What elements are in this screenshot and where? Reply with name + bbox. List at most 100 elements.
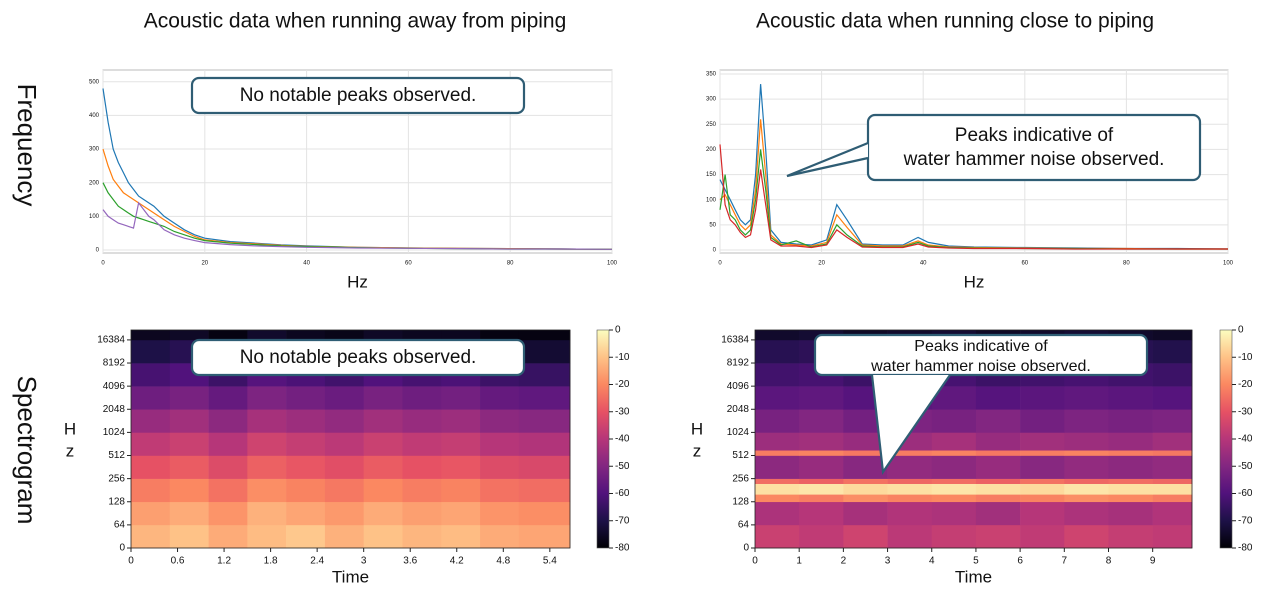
x-tick-label: 20 [818,261,825,267]
heat-cell [975,524,1021,549]
colorbar-tick-label: -20 [1238,379,1253,390]
colorbar-tick-label: -10 [615,352,630,363]
heat-cell [169,432,209,456]
heat-cell [887,450,933,456]
heat-cell [208,432,248,456]
y-tick-label: 16384 [721,335,749,346]
heat-cell [1020,455,1065,479]
heat-cell [208,386,248,410]
heat-cell [931,409,977,433]
heat-cell [441,455,481,479]
heat-cell [799,483,844,495]
heat-cell [402,409,442,433]
y-tick-label: 200 [89,180,100,186]
heat-cell [975,409,1021,433]
heat-cell [324,478,364,503]
y-tick-label: 128 [108,496,125,507]
heat-cell [286,409,326,433]
heat-cell [363,330,403,341]
heat-cell [843,478,888,484]
heat-cell [402,386,442,410]
y-tick-label: 4096 [103,381,126,392]
callout-box [813,333,1149,377]
heat-cell [518,524,571,549]
heat-cell [247,478,287,503]
heat-cell [975,494,1021,503]
y-tick-label: 1024 [103,427,126,438]
x-tick-label: 1.8 [264,556,278,567]
heat-cell [208,478,248,503]
heat-cell [480,409,520,433]
heat-cell [402,455,442,479]
heat-cell [755,494,800,503]
x-tick-label: 7 [1062,556,1068,567]
colorbar-tick-label: -80 [615,543,630,554]
x-tick-label: 3 [885,556,891,567]
heat-cell [1108,409,1153,433]
y-tick-label: 512 [732,450,749,461]
heat-cell [402,478,442,503]
heat-cell [131,363,171,387]
heat-cell [1020,450,1065,456]
y-tick-label: 512 [108,450,125,461]
colorbar-tick-label: -20 [615,379,630,390]
x-tick-label: 4.8 [496,556,510,567]
heat-cell [1020,524,1065,549]
heat-cell [131,330,171,341]
y-tick-label: 300 [89,147,100,153]
heat-cell [1108,432,1153,451]
heat-cell [518,455,571,479]
heat-cell [799,524,844,549]
heat-cell [247,386,287,410]
y-tick-label: 100 [706,197,717,203]
heat-cell [1108,494,1153,503]
heat-cell [1152,330,1193,341]
heat-cell [975,432,1021,451]
x-tick-label: 80 [1123,261,1130,267]
y-tick-label: 64 [738,520,750,531]
heat-cell [324,432,364,456]
heat-cell [755,363,800,387]
heat-cell [1064,432,1109,451]
x-tick-label: 60 [405,261,412,267]
heat-cell [1152,363,1193,387]
heat-cell [843,494,888,503]
colorbar-tick-label: -70 [615,515,630,526]
heat-cell [755,432,800,451]
x-tick-label: 3 [361,556,367,567]
heat-cell [441,501,481,526]
y-tick-label: 1024 [727,427,750,438]
colorbar-tick-label: -50 [1238,461,1253,472]
y-tick-label: 4096 [727,381,750,392]
y-tick-label: 0 [743,543,749,554]
callout-box [190,76,526,115]
x-tick-label: 2 [841,556,847,567]
x-tick-label: 0 [128,556,134,567]
heat-cell [1152,524,1193,549]
heat-cell [480,478,520,503]
heat-cell [755,330,800,341]
heat-cell [843,501,888,526]
x-tick-label: 6 [1017,556,1023,567]
x-tick-label: 0.6 [171,556,185,567]
y-tick-label: 0 [119,543,125,554]
heat-cell [518,330,571,341]
heat-cell [1064,478,1109,484]
heat-cell [131,432,171,456]
heat-cell [799,478,844,484]
heat-cell [799,501,844,526]
heat-cell [480,455,520,479]
x-axis-label: Time [332,567,369,586]
y-axis-label: H [64,419,76,438]
y-tick-label: 128 [732,496,749,507]
heat-cell [843,455,888,479]
heat-cell [286,455,326,479]
y-tick-label: 256 [732,473,749,484]
heat-cell [887,501,933,526]
x-tick-label: 100 [607,261,618,267]
plot-frame [754,329,1193,549]
heat-cell [286,386,326,410]
heat-cell [1108,386,1153,410]
heat-cell [480,501,520,526]
